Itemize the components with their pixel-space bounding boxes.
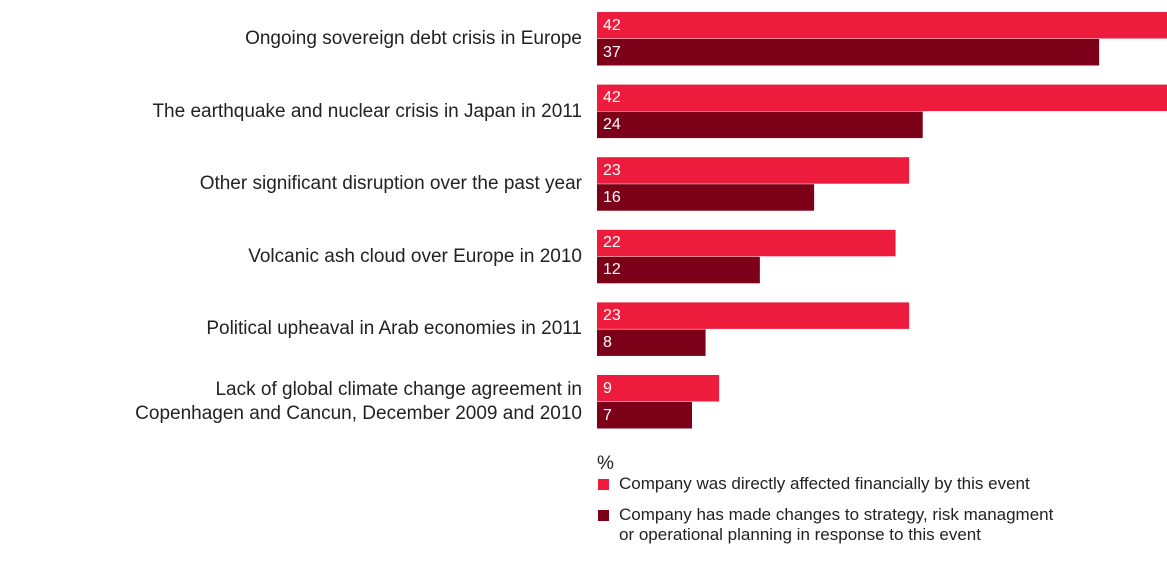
value-label: 23	[603, 306, 621, 324]
bar	[597, 302, 910, 329]
value-label: 23	[603, 161, 621, 179]
category-label: The earthquake and nuclear crisis in Jap…	[152, 100, 582, 122]
legend-label: Company has made changes to strategy, ri…	[619, 505, 1054, 544]
bar	[597, 256, 760, 284]
value-label: 8	[603, 333, 612, 351]
value-label: 9	[603, 379, 612, 397]
bar	[597, 329, 706, 356]
legend-swatch	[598, 510, 609, 521]
category-label: Political upheaval in Arab economies in …	[206, 318, 582, 340]
category-label: Ongoing sovereign debt crisis in Europe	[245, 28, 582, 49]
bar	[597, 12, 1167, 39]
legend-label: Company was directly affected financiall…	[619, 474, 1030, 493]
value-label: 42	[603, 16, 621, 34]
category-label: Volcanic ash cloud over Europe in 2010	[248, 245, 582, 267]
value-label: 22	[603, 234, 621, 252]
bar	[597, 157, 910, 184]
value-label: 16	[603, 188, 621, 206]
value-label: 7	[603, 406, 612, 424]
value-label: 12	[603, 261, 621, 279]
bar	[597, 111, 923, 139]
category-label: Other significant disruption over the pa…	[199, 173, 582, 195]
bar	[597, 84, 1167, 112]
value-label: 24	[603, 116, 621, 134]
bar	[597, 402, 692, 429]
bar	[597, 184, 815, 211]
bar	[597, 39, 1100, 66]
category-label: Lack of global climate change agreement …	[135, 379, 582, 424]
bar	[597, 229, 896, 257]
value-label: 37	[603, 43, 621, 61]
x-axis-label: %	[597, 453, 614, 474]
bar	[597, 375, 720, 402]
value-label: 42	[603, 89, 621, 107]
legend-swatch	[598, 479, 609, 490]
